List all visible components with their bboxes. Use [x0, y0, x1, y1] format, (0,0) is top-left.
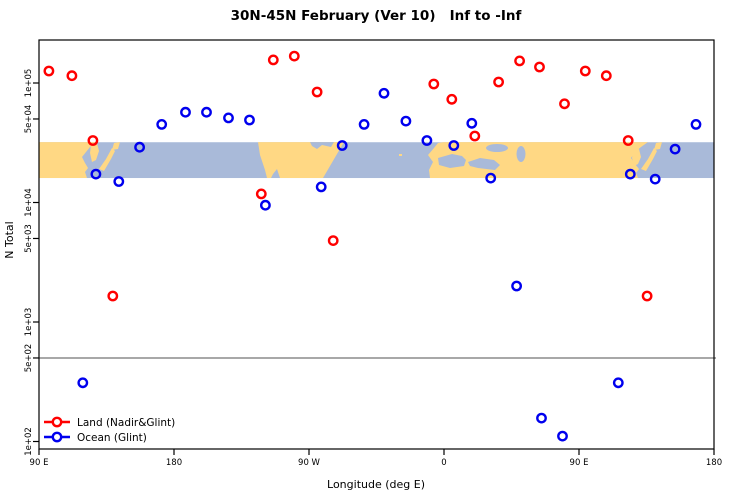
- y-tick-label: 5e+04: [24, 105, 34, 134]
- data-point-land: [311, 86, 323, 98]
- data-point-ocean: [134, 141, 146, 153]
- map-land-shape: [99, 148, 115, 171]
- y-tick-label: 5e+03: [24, 224, 34, 253]
- x-tick-label: 90 W: [298, 458, 321, 468]
- y-tick-label: 5e+02: [24, 344, 34, 373]
- data-point-land: [43, 65, 55, 77]
- data-point-ocean: [448, 140, 460, 151]
- legend-marker: [51, 431, 63, 443]
- data-points-ocean: [77, 87, 702, 442]
- map-land-shape: [428, 142, 648, 178]
- data-point-land: [267, 54, 279, 66]
- data-point-ocean: [536, 412, 547, 424]
- y-tick-label: 1e+03: [24, 308, 34, 337]
- data-point-land: [255, 188, 267, 200]
- data-point-ocean: [624, 168, 636, 180]
- y-axis-title: N Total: [3, 221, 16, 258]
- data-point-ocean: [113, 176, 125, 187]
- map-sea-caspian: [516, 146, 526, 162]
- x-axis-title: Longitude (deg E): [327, 478, 425, 491]
- data-point-ocean: [180, 106, 191, 118]
- y-tick-label: 1e+05: [24, 69, 34, 98]
- data-point-ocean: [336, 140, 348, 151]
- map-land-shape: [258, 142, 344, 178]
- data-point-land: [87, 135, 99, 146]
- map-land-shape: [654, 142, 662, 150]
- data-point-ocean: [90, 168, 102, 180]
- plot-border: [38, 39, 715, 450]
- data-point-land: [428, 78, 440, 90]
- data-point-ocean: [690, 119, 702, 130]
- legend-item-label: Ocean (Glint): [77, 432, 147, 444]
- data-point-land: [66, 70, 78, 82]
- data-point-land: [600, 70, 612, 82]
- map-land-shape: [641, 148, 657, 171]
- x-tick-label: 180: [166, 458, 182, 468]
- data-point-land: [469, 130, 481, 142]
- x-tick-label: 0: [441, 458, 446, 468]
- x-axis: 90 E 180 90 W 0 90 E 180: [30, 449, 722, 468]
- data-point-land: [107, 290, 119, 302]
- legend-marker: [51, 416, 63, 428]
- legend-item-label: Land (Nadir&Glint): [77, 417, 175, 429]
- data-point-ocean: [511, 280, 522, 292]
- data-point-land: [641, 290, 653, 302]
- data-point-ocean: [400, 115, 412, 127]
- x-tick-label: 180: [706, 458, 722, 468]
- data-point-ocean: [315, 181, 327, 193]
- chart-title: 30N-45N February (Ver 10) Inf to -Inf: [231, 8, 522, 24]
- data-point-land: [514, 55, 525, 67]
- data-point-ocean: [201, 106, 212, 118]
- data-point-land: [579, 65, 591, 77]
- data-point-ocean: [223, 112, 234, 124]
- map-sea-shape: [438, 154, 466, 168]
- data-point-ocean: [77, 377, 89, 389]
- data-point-land: [327, 235, 339, 247]
- data-point-ocean: [156, 119, 168, 130]
- data-point-land: [622, 135, 634, 146]
- map-sea-shape: [468, 158, 500, 170]
- data-point-ocean: [259, 199, 271, 211]
- data-point-ocean: [557, 430, 568, 442]
- y-axis: 1e+05 5e+04 1e+04 5e+03 1e+03 5e+02 1e+02: [24, 69, 39, 456]
- data-point-land: [534, 61, 545, 73]
- map-land-shape: [112, 142, 120, 150]
- data-point-ocean: [378, 87, 390, 99]
- data-point-ocean: [466, 117, 478, 129]
- data-point-land: [559, 98, 570, 110]
- legend: Land (Nadir&Glint) Ocean (Glint): [44, 416, 175, 444]
- data-point-ocean: [485, 172, 497, 184]
- map-sea-shape: [310, 142, 334, 149]
- data-point-ocean: [244, 114, 255, 126]
- y-tick-label: 1e+02: [24, 427, 34, 456]
- map-band-30n-45n: [39, 142, 714, 179]
- map-land-shape: [632, 149, 641, 166]
- data-point-land: [288, 50, 300, 62]
- data-point-land: [493, 76, 504, 88]
- data-points-land: [43, 50, 653, 302]
- data-point-ocean: [421, 135, 433, 146]
- map-land-shape: [39, 142, 97, 178]
- map-land-shape: [399, 154, 402, 156]
- data-point-ocean: [612, 377, 624, 389]
- data-point-ocean: [358, 119, 370, 130]
- map-sea-blacksea: [486, 144, 508, 152]
- map-land-shape: [90, 143, 99, 162]
- data-point-ocean: [649, 173, 661, 185]
- data-point-land: [446, 93, 458, 105]
- x-tick-label: 90 E: [570, 458, 589, 468]
- x-tick-label: 90 E: [30, 458, 49, 468]
- y-tick-label: 1e+04: [24, 188, 34, 217]
- data-point-ocean: [669, 143, 681, 155]
